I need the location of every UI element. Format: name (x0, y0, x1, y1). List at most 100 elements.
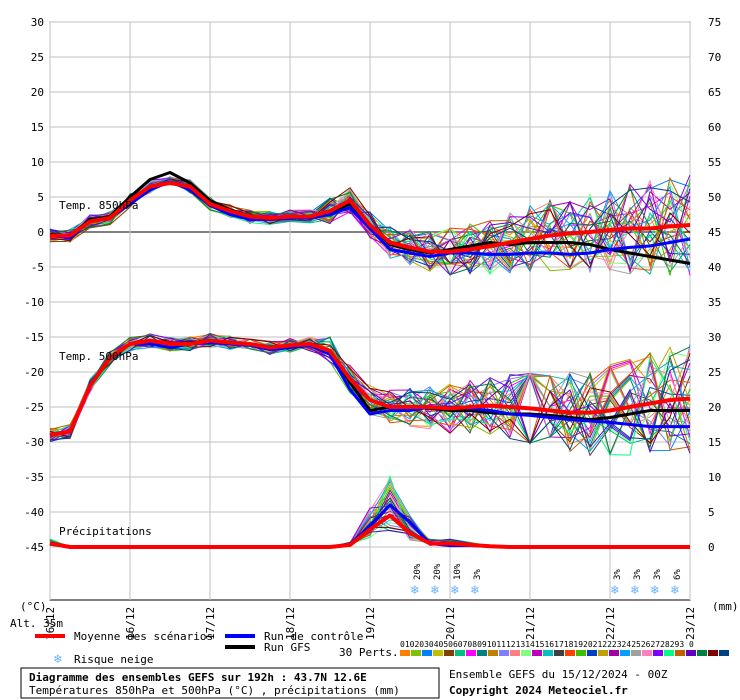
t500-mean-line (49, 338, 691, 437)
right-tick-label: 75 (708, 16, 721, 29)
right-tick-label: 70 (708, 51, 721, 64)
pert-swatch (521, 650, 531, 656)
snowflake-icon: ❄ (450, 583, 459, 598)
x-tick-label: 23/12 (684, 607, 697, 640)
left-tick-label: 25 (31, 51, 44, 64)
snow-risk-label: 3% (633, 569, 643, 580)
pert-swatch (422, 650, 432, 656)
right-tick-label: 10 (708, 471, 721, 484)
left-tick-label: 30 (31, 16, 44, 29)
pert-swatch (499, 650, 509, 656)
t850-mean-line (50, 181, 691, 254)
right-tick-label: 65 (708, 86, 721, 99)
perturbation-line (49, 174, 691, 276)
pert-swatch (664, 650, 674, 656)
snowflake-icon: ❄ (430, 583, 439, 598)
snow-risk-label: 3% (473, 569, 483, 580)
pert-swatch (477, 650, 487, 656)
pert-swatch (719, 650, 729, 656)
pert-swatch (510, 650, 520, 656)
left-tick-label: -5 (31, 261, 44, 274)
x-axis: 16/12 16/12 17/12 18/12 19/12 20/12 21/12 22/12… (44, 607, 697, 640)
snowflake-icon: ❄ (610, 583, 619, 598)
right-tick-label: 20 (708, 401, 721, 414)
right-tick-label: 0 (708, 541, 715, 554)
perts-numbers: 0102030405060708091011121314151617181920… (400, 640, 694, 649)
pert-swatch (400, 650, 410, 656)
left-tick-label: -35 (24, 471, 44, 484)
left-tick-label: 5 (37, 191, 44, 204)
x-tick-label: 17/12 (204, 607, 217, 640)
left-tick-label: -20 (24, 366, 44, 379)
snowflake-icon: ❄ (630, 583, 639, 598)
pert-swatch (444, 650, 454, 656)
pert-swatch (598, 650, 608, 656)
footer-box (20, 667, 440, 699)
x-tick-label: 21/12 (524, 607, 537, 640)
grid (49, 21, 691, 601)
right-unit-label: (mm) (712, 600, 739, 613)
snow-risk-label: 3% (613, 569, 623, 580)
right-tick-label: 25 (708, 366, 721, 379)
right-tick-label: 5 (708, 506, 715, 519)
pert-swatch (686, 650, 696, 656)
pert-swatch (411, 650, 421, 656)
x-tick-label: 20/12 (444, 607, 457, 640)
left-tick-label: -30 (24, 436, 44, 449)
pert-swatch (587, 650, 597, 656)
right-tick-label: 60 (708, 121, 721, 134)
perturbation-line (49, 335, 691, 445)
pert-swatch (565, 650, 575, 656)
left-tick-label: 20 (31, 86, 44, 99)
pert-swatch (653, 650, 663, 656)
right-tick-label: 45 (708, 226, 721, 239)
left-tick-label: -45 (24, 541, 44, 554)
left-axis: 30 25 20 15 10 5 0 -5 -10 -15 -20 -25 -30 -35 -40 -45 (24, 16, 44, 554)
left-tick-label: 0 (37, 226, 44, 239)
copyright-label: Copyright 2024 Meteociel.fr (449, 684, 628, 697)
left-tick-label: -15 (24, 331, 44, 344)
perts-swatches (400, 650, 729, 656)
left-tick-label: 10 (31, 156, 44, 169)
label-t850: Temp. 850hPa (59, 199, 138, 212)
snowflake-icon: ❄ (53, 652, 62, 667)
x-tick-label: 18/12 (284, 607, 297, 640)
left-tick-label: 15 (31, 121, 44, 134)
snowflake-icon: ❄ (670, 583, 679, 598)
legend-gfs-label: Run GFS (264, 641, 310, 654)
right-tick-label: 30 (708, 331, 721, 344)
footer-subtitle: Températures 850hPa et 500hPa (°C) , pré… (29, 684, 400, 697)
x-tick-label: 16/12 (44, 607, 57, 640)
pert-swatch (466, 650, 476, 656)
left-tick-label: -25 (24, 401, 44, 414)
snow-risk-label: 10% (453, 563, 463, 580)
snow-risk-label: 20% (413, 563, 423, 580)
right-tick-label: 40 (708, 261, 721, 274)
snow-risk-markers: 20% ❄ 20% ❄ 10% ❄ 3% ❄ 3% ❄ 3% ❄ 3% ❄ 6% ❄ (410, 563, 683, 598)
pert-swatch (708, 650, 718, 656)
x-tick-label: 16/12 (124, 607, 137, 640)
perturbation-line (49, 177, 691, 276)
right-tick-label: 50 (708, 191, 721, 204)
run-label: Ensemble GEFS du 15/12/2024 - 00Z (449, 668, 668, 681)
pert-swatch (576, 650, 586, 656)
legend-control-label: Run de contrôle (264, 630, 363, 643)
snow-risk-label: 6% (673, 569, 683, 580)
legend-snow-label: Risque neige (74, 653, 153, 666)
pert-swatch (433, 650, 443, 656)
left-tick-label: -10 (24, 296, 44, 309)
right-tick-label: 55 (708, 156, 721, 169)
x-tick-label: 19/12 (364, 607, 377, 640)
pert-swatch (609, 650, 619, 656)
pert-swatch (620, 650, 630, 656)
pert-swatch (554, 650, 564, 656)
pert-swatch (675, 650, 685, 656)
left-unit-label: (°C) (20, 600, 47, 613)
right-tick-label: 35 (708, 296, 721, 309)
pert-swatch (631, 650, 641, 656)
precip-mean-line (49, 513, 690, 549)
pert-swatch (455, 650, 465, 656)
snow-risk-label: 3% (653, 569, 663, 580)
